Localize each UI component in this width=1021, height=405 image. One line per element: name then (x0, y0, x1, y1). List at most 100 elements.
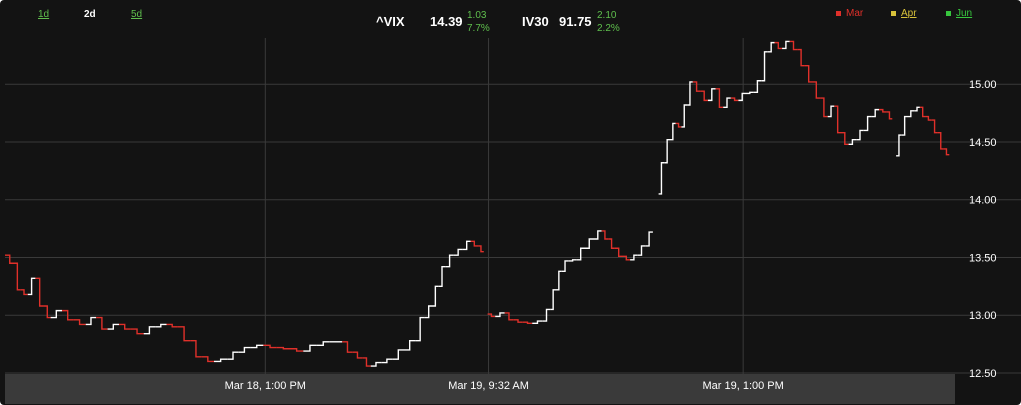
series-segment-0-12 (107, 323, 119, 330)
y-tick-label-2: 13.50 (969, 252, 997, 264)
series-segment-0-111 (937, 132, 944, 150)
series-segment-0-109 (925, 115, 932, 121)
legend-swatch-jun (946, 11, 951, 16)
series-segment-0-110 (931, 119, 938, 134)
series-segment-0-81 (730, 97, 739, 102)
series-segment-0-21 (214, 358, 228, 363)
series-segment-0-14 (130, 328, 144, 335)
series-segment-0-78 (708, 88, 716, 102)
series-segment-0-44 (462, 240, 471, 251)
series-segment-0-67 (637, 245, 646, 256)
series-segment-0-84 (753, 80, 762, 93)
series-segment-0-25 (263, 344, 277, 349)
range-tab-1d[interactable]: 1d (38, 9, 50, 20)
series-segment-0-43 (453, 248, 463, 256)
series-segment-0-76 (692, 81, 701, 92)
series-segment-0-26 (276, 346, 290, 350)
y-tick-label-4: 14.50 (969, 137, 997, 149)
series-segment-0-18 (177, 326, 191, 342)
series-segment-0-10 (85, 316, 97, 326)
legend-swatch-mar (836, 11, 841, 16)
series-segment-0-42 (445, 254, 454, 268)
series-segment-0-58 (568, 259, 577, 262)
y-tick-label-5: 15.00 (969, 79, 997, 91)
y-tick-label-1: 13.00 (969, 310, 997, 322)
series-segment-0-104 (896, 134, 902, 157)
series-segment-0-65 (622, 255, 631, 261)
series-segment-0-64 (614, 247, 623, 258)
y-tick-label-0: 12.50 (969, 368, 997, 380)
series-segment-0-90 (797, 48, 805, 67)
series-segment-0-107 (914, 106, 920, 112)
x-tick-label-0: Mar 18, 1:00 PM (225, 380, 306, 392)
series-segment-0-28 (303, 344, 317, 352)
series-segment-0-2 (14, 262, 21, 291)
series-segment-0-59 (576, 247, 585, 261)
x-tick-label-1: Mar 19, 9:32 AM (448, 380, 529, 392)
series-segment-0-96 (841, 132, 849, 145)
series-segment-0-15 (143, 326, 156, 335)
series-segment-0-17 (166, 323, 178, 328)
y-axis-labels: 12.50 13.00 13.50 14.00 14.50 15.00 (969, 79, 997, 380)
series-segment-0-5 (35, 277, 44, 307)
iv30-symbol: IV30 (522, 14, 549, 29)
series-segment-0-100 (871, 108, 879, 118)
vix-change-percent: 7.7% (467, 23, 490, 34)
series-segment-0-112 (943, 148, 950, 156)
series-segment-0-68 (645, 231, 653, 247)
range-tab-5d[interactable]: 5d (131, 9, 143, 20)
series-segment-0-82 (738, 92, 746, 102)
series-segment-0-73 (675, 122, 682, 128)
legend-item-apr[interactable]: Apr (891, 8, 917, 19)
series-segment-0-105 (901, 115, 908, 136)
series-segment-0-29 (316, 341, 330, 346)
series-segment-0-85 (761, 51, 768, 82)
series-segment-0-91 (804, 65, 813, 83)
series-segment-0-23 (238, 346, 251, 353)
series-segment-0-70 (658, 162, 665, 195)
series-segment-0-108 (919, 106, 926, 118)
series-segment-0-60 (584, 238, 594, 249)
legend-label-mar: Mar (846, 8, 864, 19)
legend-item-jun[interactable]: Jun (946, 8, 972, 19)
x-axis-band (5, 374, 955, 404)
range-tab-2d[interactable]: 2d (84, 9, 96, 20)
series-segment-0-38 (415, 316, 425, 342)
series-segment-0-66 (630, 254, 638, 261)
x-axis-labels: Mar 18, 1:00 PM Mar 19, 9:32 AM Mar 19, 1:… (225, 380, 784, 392)
series-segment-0-71 (664, 138, 670, 164)
legend-item-mar[interactable]: Mar (836, 8, 863, 19)
series-segment-0-20 (201, 356, 214, 363)
series-segment-0-57 (561, 260, 569, 273)
series-segment-0-86 (767, 41, 775, 53)
series-segment-0-77 (700, 90, 708, 102)
series-segment-0-95 (834, 105, 841, 134)
x-tick-label-2: Mar 19, 1:00 PM (702, 380, 783, 392)
vix-symbol: ^VIX (376, 14, 405, 29)
series-segment-0-41 (438, 266, 446, 288)
vix-change: 1.03 (467, 10, 487, 21)
series-segment-0-32 (352, 351, 363, 359)
series-line (5, 40, 950, 367)
series-segment-0-45 (470, 240, 479, 247)
series-segment-0-83 (746, 91, 754, 95)
legend-label-jun: Jun (956, 8, 973, 19)
series-segment-0-13 (119, 323, 131, 330)
series-segment-0-88 (782, 40, 790, 50)
series-segment-0-72 (670, 122, 676, 141)
vix-price: 14.39 (430, 14, 463, 29)
series-segment-0-22 (227, 351, 239, 360)
series-segment-0-63 (608, 238, 615, 249)
series-segment-0-36 (392, 349, 404, 360)
series-segment-0-89 (789, 40, 798, 51)
series-segment-0-37 (404, 339, 416, 351)
series-segment-0-94 (827, 105, 835, 118)
series-segment-0-40 (432, 285, 439, 307)
series-segment-0-55 (550, 289, 556, 311)
series-segment-0-49 (495, 312, 505, 318)
series-segment-0-1 (5, 254, 15, 264)
series-segment-0-53 (532, 320, 543, 325)
series-segment-0-39 (424, 305, 433, 319)
